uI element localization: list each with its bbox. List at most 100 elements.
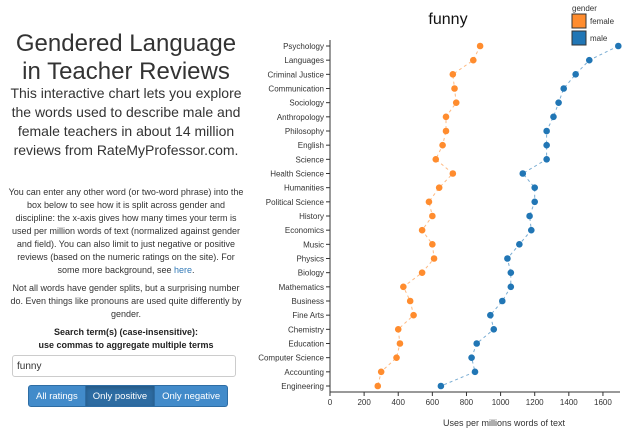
point-male bbox=[498, 297, 506, 305]
point-male bbox=[550, 113, 557, 121]
description-text: You can enter any other word (or two-wor… bbox=[6, 186, 246, 277]
y-tick-label: Mathematics bbox=[279, 283, 324, 292]
y-tick-label: Education bbox=[288, 340, 324, 349]
legend-title: gender bbox=[572, 4, 597, 13]
filter-all-ratings-button[interactable]: All ratings bbox=[28, 385, 86, 407]
point-male bbox=[531, 198, 539, 206]
point-male bbox=[531, 184, 539, 191]
point-female bbox=[396, 340, 404, 347]
note-text: Not all words have gender splits, but a … bbox=[10, 283, 242, 319]
point-female bbox=[418, 269, 426, 276]
point-female bbox=[410, 311, 417, 319]
y-tick-label: Economics bbox=[285, 226, 324, 235]
point-female bbox=[394, 326, 402, 333]
x-tick-label: 1200 bbox=[526, 398, 544, 407]
point-male bbox=[543, 156, 550, 163]
background-link[interactable]: here bbox=[174, 265, 193, 275]
description-end: . bbox=[192, 265, 195, 275]
search-label-line-2: use commas to aggregate multiple terms bbox=[38, 340, 214, 350]
point-male bbox=[507, 269, 515, 276]
legend: gender female male bbox=[571, 4, 615, 46]
y-tick-label: English bbox=[298, 141, 324, 150]
x-tick-label: 600 bbox=[426, 398, 440, 407]
dot-chart: funny gender female male Psychology Langu… bbox=[258, 4, 622, 428]
series-line-female bbox=[377, 45, 481, 387]
point-female bbox=[374, 382, 382, 390]
y-tick-label: Science bbox=[296, 155, 325, 164]
search-label: Search term(s) (case-insensitive): use c… bbox=[6, 326, 246, 352]
point-female bbox=[452, 99, 460, 106]
point-male bbox=[519, 170, 527, 177]
intro-text: This interactive chart lets you explore … bbox=[10, 85, 242, 158]
point-female bbox=[425, 198, 433, 206]
x-tick-label: 1400 bbox=[560, 398, 578, 407]
search-input[interactable] bbox=[12, 355, 236, 377]
y-tick-label: Political Science bbox=[266, 198, 325, 207]
point-male bbox=[487, 311, 494, 319]
legend-male-swatch bbox=[571, 30, 587, 46]
y-tick-label: Computer Science bbox=[258, 354, 324, 363]
x-tick-label: 200 bbox=[357, 398, 371, 407]
point-male bbox=[490, 326, 498, 333]
point-female bbox=[429, 212, 436, 220]
point-female bbox=[476, 42, 484, 50]
point-female bbox=[430, 255, 438, 262]
point-female bbox=[400, 283, 407, 291]
y-tick-label: Criminal Justice bbox=[268, 70, 325, 79]
point-female bbox=[439, 141, 446, 149]
legend-female-swatch bbox=[571, 13, 587, 29]
y-tick-label: Communication bbox=[268, 85, 324, 94]
y-tick-label: Languages bbox=[284, 56, 324, 65]
filter-only-positive-button[interactable]: Only positive bbox=[85, 385, 156, 407]
legend-female-label: female bbox=[590, 17, 615, 26]
point-female bbox=[377, 368, 385, 376]
point-female bbox=[442, 127, 450, 135]
legend-male-label: male bbox=[590, 34, 608, 43]
point-male bbox=[437, 382, 445, 390]
point-male bbox=[560, 85, 568, 92]
point-female bbox=[432, 156, 440, 163]
point-male bbox=[471, 368, 479, 376]
x-tick-label: 400 bbox=[392, 398, 406, 407]
rating-filter-group: All ratings Only positive Only negative bbox=[28, 385, 229, 407]
filter-only-negative-button[interactable]: Only negative bbox=[155, 385, 229, 407]
y-tick-label: Chemistry bbox=[288, 325, 324, 334]
y-tick-label: Music bbox=[303, 240, 324, 249]
point-male bbox=[585, 56, 593, 64]
y-tick-label: Humanities bbox=[284, 184, 324, 193]
point-female bbox=[418, 226, 426, 234]
point-female bbox=[449, 170, 457, 177]
x-tick-label: 1600 bbox=[594, 398, 612, 407]
point-male bbox=[507, 283, 515, 291]
y-tick-label: Biology bbox=[298, 269, 324, 278]
point-female bbox=[406, 297, 414, 305]
y-tick-label: Engineering bbox=[281, 382, 324, 391]
point-male bbox=[516, 241, 523, 248]
point-female bbox=[435, 184, 443, 191]
x-tick-label: 800 bbox=[460, 398, 474, 407]
point-female bbox=[469, 56, 477, 64]
point-male bbox=[543, 127, 550, 135]
x-tick-label: 0 bbox=[328, 398, 333, 407]
y-tick-label: Business bbox=[292, 297, 324, 306]
point-male bbox=[555, 99, 562, 106]
point-female bbox=[429, 241, 436, 248]
y-tick-label: Accounting bbox=[284, 368, 324, 377]
y-tick-label: Physics bbox=[296, 255, 324, 264]
point-male bbox=[504, 255, 511, 262]
point-male bbox=[526, 212, 533, 220]
y-tick-label: Philosophy bbox=[285, 127, 324, 136]
point-female bbox=[449, 71, 457, 78]
point-female bbox=[393, 354, 400, 361]
description-body: You can enter any other word (or two-wor… bbox=[8, 187, 244, 275]
chart-title: funny bbox=[428, 11, 467, 28]
point-male bbox=[572, 71, 579, 78]
x-tick-label: 1000 bbox=[492, 398, 510, 407]
point-male bbox=[614, 42, 622, 50]
y-tick-label: Sociology bbox=[289, 99, 324, 108]
y-tick-label: History bbox=[299, 212, 324, 221]
y-tick-label: Anthropology bbox=[277, 113, 324, 122]
point-male bbox=[543, 141, 550, 149]
page-title: Gendered Language in Teacher Reviews bbox=[15, 30, 237, 85]
point-female bbox=[442, 113, 450, 121]
